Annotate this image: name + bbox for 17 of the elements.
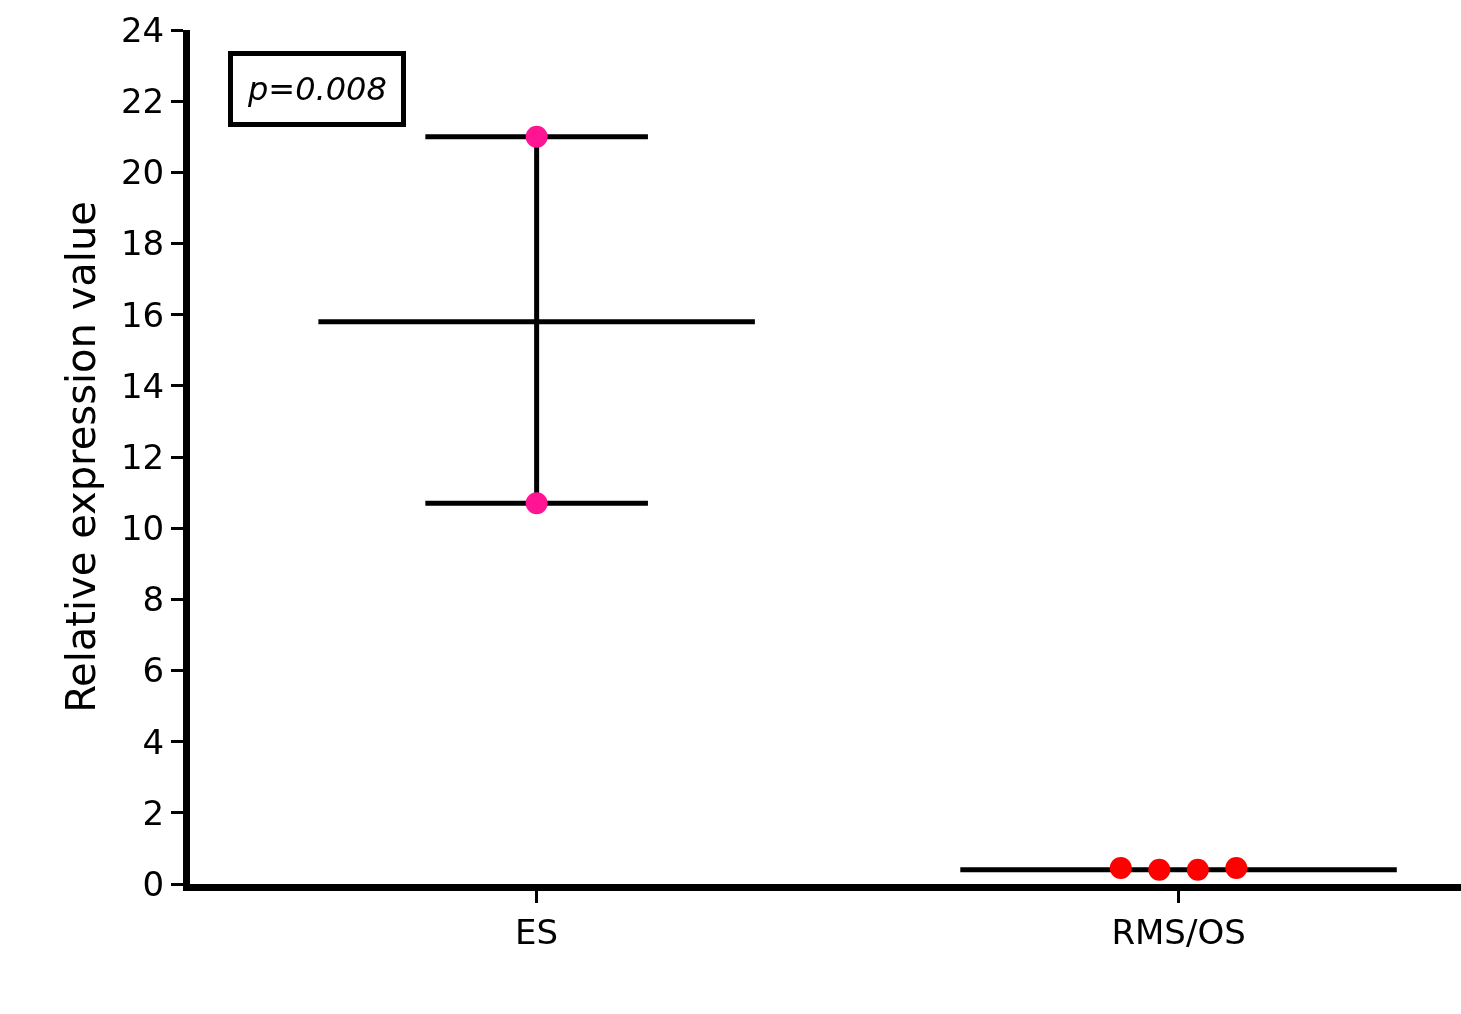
y-tick-label: 12 — [120, 436, 165, 477]
y-tick-label: 16 — [120, 294, 165, 335]
y-tick-label: 14 — [120, 365, 165, 406]
y-tick-label: 8 — [142, 579, 165, 620]
annotation: p=0.008 — [247, 70, 387, 108]
y-tick-label: 0 — [142, 863, 165, 904]
y-tick-label: 10 — [120, 508, 165, 549]
y-tick-label: 4 — [142, 721, 165, 762]
y-axis-title: Relative expression value — [58, 201, 105, 713]
y-tick-label: 24 — [120, 9, 165, 50]
y-tick-label: 18 — [120, 223, 165, 264]
y-tick-label: 2 — [142, 792, 165, 833]
x-tick-label: RMS/OS — [1111, 911, 1246, 952]
y-tick-label: 6 — [142, 650, 165, 691]
x-tick-label: ES — [515, 911, 559, 952]
y-tick-label: 22 — [120, 81, 165, 122]
y-tick-label: 20 — [120, 152, 165, 193]
